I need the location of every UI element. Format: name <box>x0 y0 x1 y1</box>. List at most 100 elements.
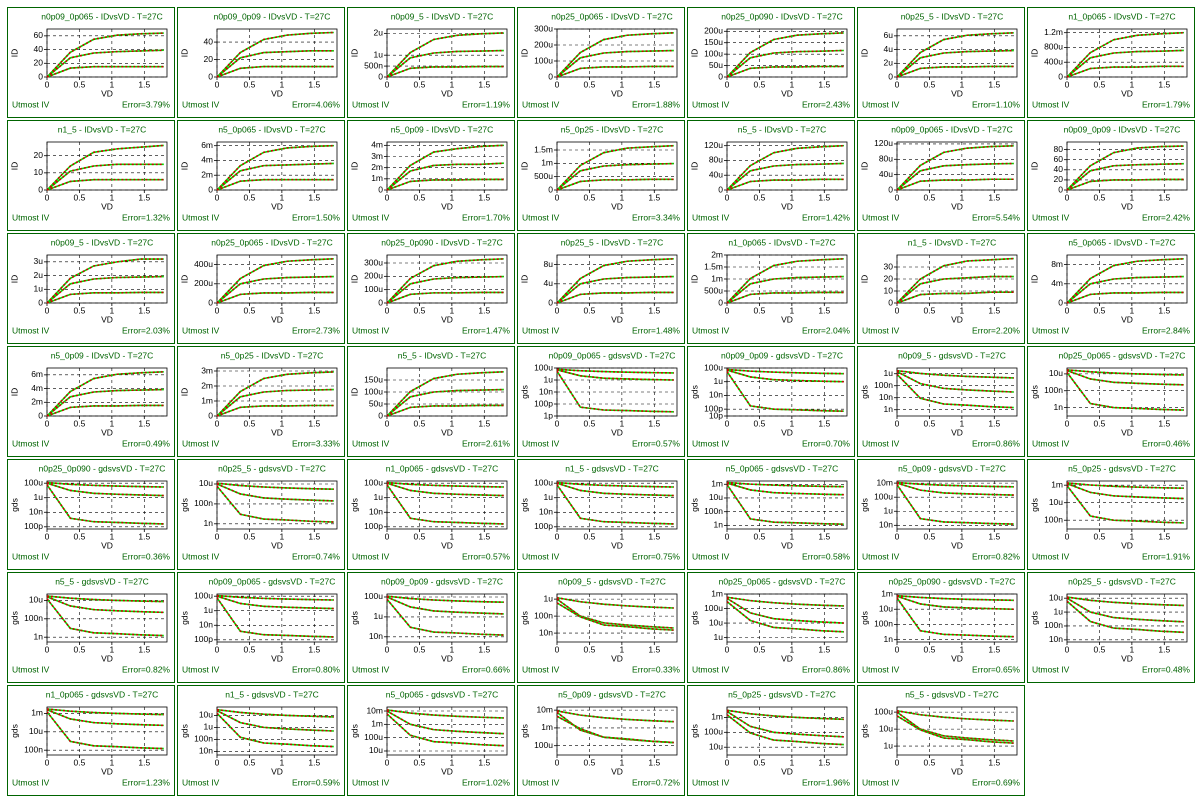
x-tick-label: 0.5 <box>414 531 426 541</box>
x-tick-label: 0 <box>725 79 730 89</box>
x-tick-label: 1 <box>789 418 794 428</box>
y-tick-label: 6m <box>31 369 43 379</box>
y-tick-label: 500n <box>364 60 383 70</box>
x-tick-label: 0 <box>895 192 900 202</box>
tool-note: Utmost IV <box>12 212 50 222</box>
x-tick-label: 0 <box>555 79 560 89</box>
measured-curve <box>46 708 164 716</box>
x-tick-label: 0 <box>215 757 220 767</box>
x-tick-label: 1.5 <box>818 305 830 315</box>
measured-curve <box>556 49 674 78</box>
y-tick-label: 10n <box>879 520 893 530</box>
x-axis-label: VD <box>271 201 283 211</box>
x-tick-label: 1 <box>109 79 114 89</box>
measured-curve <box>386 482 504 497</box>
y-tick-label: 1n <box>204 518 214 528</box>
chart-title: n0p09_0p065 - IDvsVD - T=27C <box>891 124 1013 134</box>
measured-curve <box>216 709 334 732</box>
y-tick-label: 10m <box>366 705 383 715</box>
measured-curve <box>726 144 844 191</box>
measured-curve <box>896 145 1014 191</box>
y-axis-label: ID <box>349 162 359 171</box>
x-tick-label: 1 <box>449 531 454 541</box>
x-axis-label: VD <box>781 201 793 211</box>
y-axis-label: gds <box>179 611 189 625</box>
x-tick-label: 0 <box>555 757 560 767</box>
measured-curve <box>1066 291 1184 304</box>
y-axis-label: gds <box>859 724 869 738</box>
x-tick-label: 0.5 <box>754 79 766 89</box>
x-tick-label: 1 <box>449 79 454 89</box>
error-label: Error=1.91% <box>1142 551 1190 561</box>
x-axis-label: VD <box>1121 540 1133 550</box>
x-tick-label: 0.5 <box>414 305 426 315</box>
measured-curve <box>556 32 674 78</box>
x-axis-label: VD <box>271 653 283 663</box>
chart-title: n0p25_5 - gdsvsVD - T=27C <box>1068 576 1176 586</box>
measured-curve <box>726 32 844 78</box>
y-tick-label: 1m <box>371 719 383 729</box>
x-tick-label: 0.5 <box>414 79 426 89</box>
measured-curve <box>46 404 164 417</box>
fit-curve <box>896 715 1014 744</box>
y-tick-label: 10m <box>876 477 893 487</box>
tool-note: Utmost IV <box>862 438 900 448</box>
x-axis-label: VD <box>101 314 113 324</box>
y-tick-label: 1u <box>34 284 44 294</box>
y-tick-label: 200u <box>364 271 383 281</box>
x-axis-label: VD <box>1121 88 1133 98</box>
y-tick-label: 0 <box>548 184 553 194</box>
y-tick-label: 10 <box>884 285 894 295</box>
measured-curve <box>556 258 674 304</box>
y-axis-label: ID <box>689 275 699 284</box>
measured-curve <box>556 596 674 609</box>
x-axis-label: VD <box>781 427 793 437</box>
y-tick-label: 40 <box>34 44 44 54</box>
chart-title: n0p25_0p065 - gdsvsVD - T=27C <box>719 576 846 586</box>
y-axis-label: gds <box>9 498 19 512</box>
y-tick-label: 100u <box>364 386 383 396</box>
measured-curve <box>896 373 1014 409</box>
y-tick-label: 20 <box>884 273 894 283</box>
x-tick-label: 1.5 <box>988 418 1000 428</box>
x-tick-label: 1 <box>449 644 454 654</box>
measured-curve <box>216 595 334 610</box>
measured-curve <box>46 163 164 191</box>
y-tick-label: 0 <box>208 71 213 81</box>
y-tick-label: 100p <box>24 521 43 531</box>
x-axis-label: VD <box>271 540 283 550</box>
error-label: Error=0.74% <box>292 551 340 561</box>
tool-note: Utmost IV <box>1032 99 1070 109</box>
y-tick-label: 0 <box>378 410 383 420</box>
error-label: Error=1.23% <box>122 777 170 787</box>
x-tick-label: 1.5 <box>308 305 320 315</box>
tool-note: Utmost IV <box>522 99 560 109</box>
x-tick-label: 1.5 <box>648 644 660 654</box>
measured-curve <box>216 708 334 718</box>
tool-note: Utmost IV <box>692 438 730 448</box>
x-tick-label: 0.5 <box>244 79 256 89</box>
y-tick-label: 0 <box>548 297 553 307</box>
measured-curve <box>1066 31 1184 78</box>
y-axis-label: gds <box>9 724 19 738</box>
y-axis-label: gds <box>689 385 699 399</box>
y-tick-label: 1m <box>711 479 723 489</box>
x-tick-label: 0 <box>215 531 220 541</box>
x-axis-label: VD <box>441 201 453 211</box>
y-axis-label: gds <box>9 611 19 625</box>
y-tick-label: 1.2m <box>1044 27 1063 37</box>
measured-curve <box>896 594 1014 602</box>
x-axis-label: VD <box>271 766 283 776</box>
tool-note: Utmost IV <box>1032 664 1070 674</box>
error-label: Error=1.88% <box>632 99 680 109</box>
x-tick-label: 0 <box>555 531 560 541</box>
fit-curve <box>386 713 504 747</box>
x-tick-label: 1 <box>109 531 114 541</box>
y-tick-label: 2u <box>884 58 894 68</box>
x-tick-label: 0 <box>725 305 730 315</box>
y-tick-label: 1u <box>714 632 724 642</box>
error-label: Error=0.86% <box>972 438 1020 448</box>
x-tick-label: 0.5 <box>754 418 766 428</box>
chart-title: n0p25_5 - IDvsVD - T=27C <box>901 11 1004 21</box>
y-tick-label: 100p <box>534 398 553 408</box>
